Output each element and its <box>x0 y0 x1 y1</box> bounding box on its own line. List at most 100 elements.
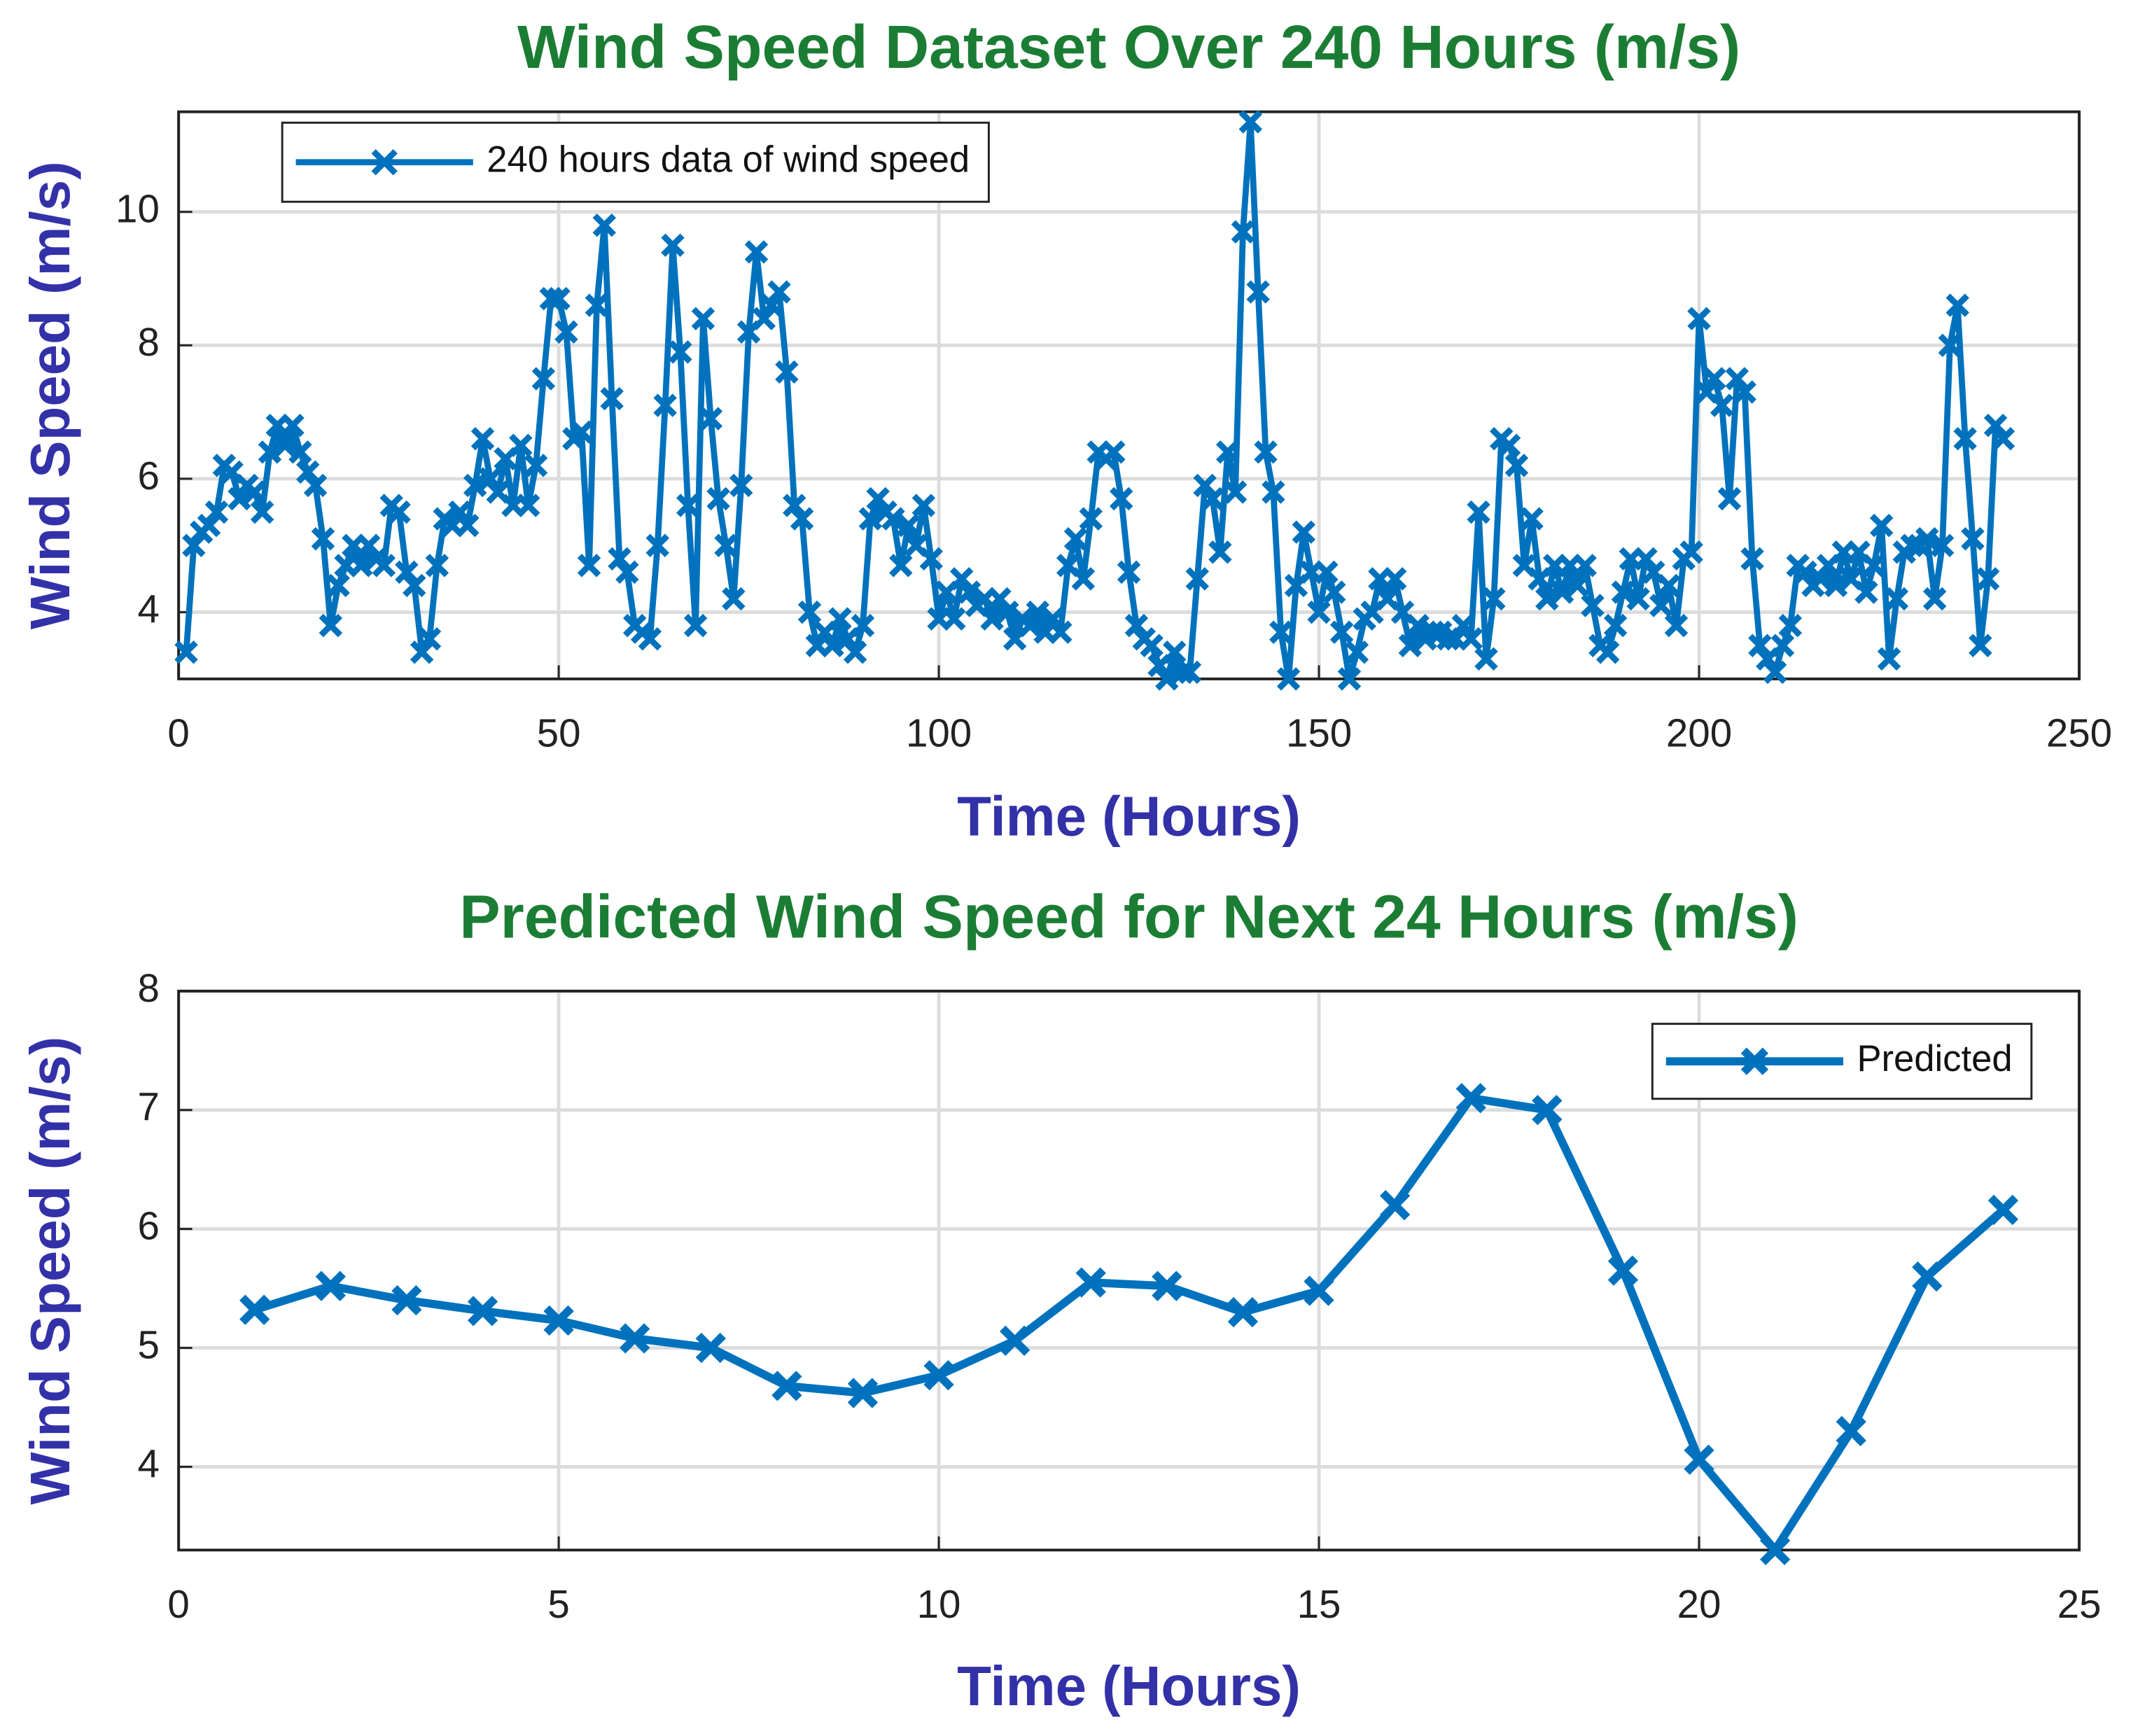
marker <box>1532 1095 1563 1126</box>
marker <box>1991 427 2015 451</box>
marker <box>919 547 943 571</box>
marker <box>456 513 480 538</box>
x-tick-label: 0 <box>167 711 189 755</box>
marker <box>1679 540 1703 564</box>
x-tick-label: 10 <box>917 1582 961 1626</box>
marker <box>1482 587 1506 611</box>
marker <box>820 634 844 657</box>
marker <box>531 367 556 391</box>
marker <box>661 233 685 258</box>
marker <box>1162 640 1187 664</box>
marker <box>1337 667 1362 691</box>
data-line <box>253 1093 2006 1555</box>
marker <box>722 587 746 611</box>
marker <box>1550 580 1574 604</box>
marker <box>1770 634 1795 657</box>
marker <box>543 1305 574 1336</box>
marker <box>539 286 563 311</box>
marker <box>1656 573 1681 598</box>
marker <box>797 600 822 624</box>
x-tick-label: 5 <box>547 1582 569 1626</box>
marker <box>349 554 373 578</box>
marker <box>1102 440 1126 464</box>
marker <box>1246 280 1270 304</box>
marker <box>699 407 723 430</box>
marker <box>1611 580 1635 604</box>
y-tick-label: 6 <box>137 1204 159 1248</box>
marker <box>1178 660 1202 685</box>
marker <box>1193 473 1217 498</box>
marker <box>1634 547 1658 571</box>
marker <box>1763 660 1787 685</box>
marker <box>1322 580 1346 604</box>
marker <box>1565 573 1589 598</box>
marker <box>1421 620 1445 644</box>
marker <box>1581 594 1605 617</box>
marker <box>1124 613 1149 638</box>
marker <box>1254 440 1278 464</box>
marker <box>1595 640 1620 664</box>
marker <box>1109 486 1133 511</box>
marker <box>1649 594 1673 617</box>
marker <box>250 500 274 524</box>
marker <box>1684 1444 1714 1475</box>
marker <box>403 573 426 598</box>
marker <box>1504 454 1529 477</box>
marker <box>1885 587 1909 611</box>
legend-marker <box>1740 1047 1769 1075</box>
marker <box>1276 667 1301 691</box>
marker <box>1398 634 1423 657</box>
marker <box>995 600 1019 624</box>
marker <box>1748 634 1772 657</box>
legend-symbol <box>295 149 473 176</box>
marker <box>470 427 495 451</box>
marker <box>197 513 221 538</box>
marker <box>1794 560 1817 584</box>
y-tick-label: 4 <box>137 1441 159 1485</box>
marker <box>744 240 769 264</box>
marker <box>326 573 350 598</box>
marker <box>1152 1270 1182 1301</box>
marker <box>683 613 708 638</box>
marker <box>478 467 503 491</box>
marker <box>1071 567 1096 591</box>
marker <box>554 320 578 344</box>
marker <box>1877 647 1901 671</box>
x-tick-label: 25 <box>2057 1582 2102 1626</box>
marker <box>1862 554 1886 578</box>
marker <box>1809 567 1833 591</box>
marker <box>760 293 783 317</box>
marker <box>896 513 921 538</box>
marker <box>1710 393 1734 417</box>
marker <box>1930 533 1955 557</box>
marker <box>1262 480 1285 504</box>
marker <box>1075 1267 1106 1298</box>
marker <box>653 393 677 417</box>
marker <box>1000 1325 1030 1357</box>
marker <box>847 1378 879 1408</box>
marker <box>695 1332 726 1364</box>
marker <box>1041 607 1065 631</box>
marker <box>1238 110 1263 134</box>
marker <box>1155 667 1179 691</box>
marker <box>356 533 381 557</box>
marker <box>1607 1255 1639 1286</box>
marker <box>1854 580 1878 604</box>
marker <box>1869 513 1894 538</box>
x-tick-label: 250 <box>2046 711 2112 755</box>
y-tick-label: 8 <box>137 966 159 1010</box>
marker <box>1900 533 1924 557</box>
y-tick-label: 5 <box>137 1322 159 1366</box>
marker <box>174 640 198 664</box>
y-tick-label: 10 <box>116 187 160 231</box>
marker <box>1725 367 1749 391</box>
marker <box>1223 480 1248 504</box>
marker <box>391 1284 422 1316</box>
marker <box>1079 507 1103 531</box>
marker <box>1292 520 1316 544</box>
legend: Predicted <box>1651 1023 2033 1100</box>
marker <box>851 613 875 638</box>
marker <box>1231 220 1255 244</box>
marker <box>1733 380 1756 404</box>
marker <box>577 554 601 578</box>
